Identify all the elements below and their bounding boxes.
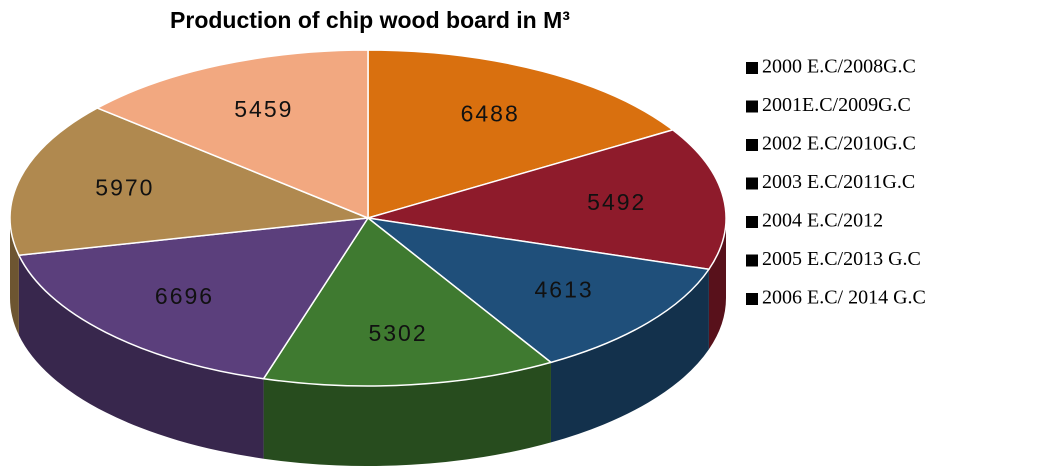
legend-label: 2000 E.C/2008G.C — [762, 56, 916, 78]
pie-side — [550, 269, 709, 443]
legend-marker — [746, 177, 758, 190]
legend-label: 2005 E.C/2013 G.C — [762, 248, 921, 270]
pie-side — [18, 255, 264, 459]
pie-slice — [367, 49, 675, 219]
data-label: 5970 — [95, 175, 154, 201]
chart-title: Production of chip wood board in M³ — [170, 7, 570, 33]
data-label: 5459 — [234, 96, 293, 122]
pie-slice — [262, 216, 553, 387]
legend-label: 2003 E.C/2011G.C — [762, 171, 915, 193]
pie-side — [10, 218, 19, 336]
legend-label: 2004 E.C/2012 — [762, 210, 883, 232]
pie-slice — [95, 49, 369, 220]
pie-slice — [17, 217, 370, 380]
legend-marker — [746, 100, 758, 113]
data-label: 6696 — [155, 283, 214, 309]
legend-marker — [746, 216, 758, 228]
pie-slice — [365, 216, 711, 364]
legend-marker — [746, 293, 758, 305]
data-label: 4613 — [534, 276, 593, 302]
pie-side — [708, 218, 726, 350]
pie-side — [263, 362, 551, 466]
pie-slice — [367, 129, 727, 271]
legend-label: 2002 E.C/2010G.C — [762, 133, 916, 155]
legend-label: 2001E.C/2009G.C — [762, 94, 911, 116]
legend-marker — [746, 139, 758, 151]
legend-marker — [746, 62, 758, 74]
data-label: 6488 — [461, 100, 520, 126]
data-label: 5492 — [587, 189, 646, 215]
pie-slice — [9, 107, 369, 257]
legend-label: 2006 E.C/ 2014 G.C — [762, 287, 926, 309]
data-label: 5302 — [368, 320, 427, 346]
legend-marker — [746, 254, 758, 267]
